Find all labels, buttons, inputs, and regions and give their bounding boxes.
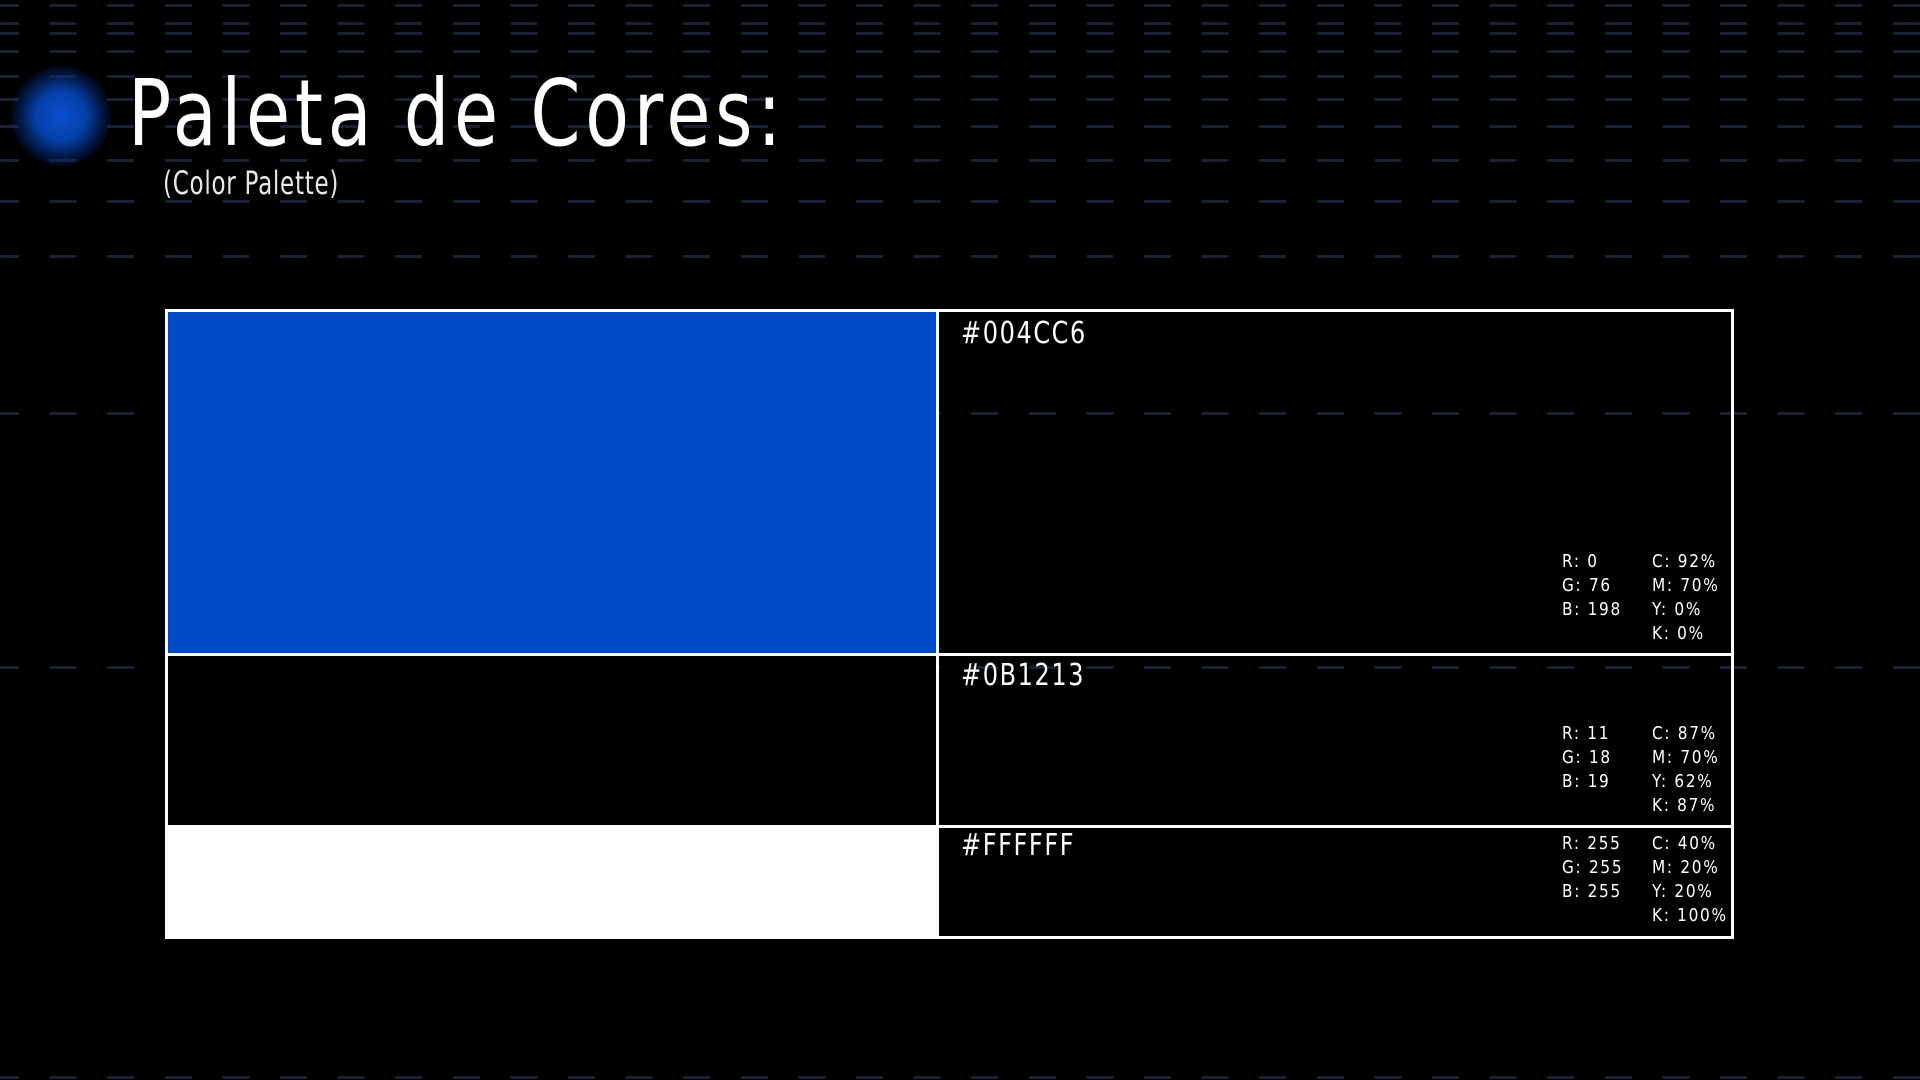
cmyk-c: C: 87%: [1652, 723, 1717, 744]
color-swatch: [168, 828, 939, 936]
hex-code: #FFFFFF: [961, 828, 1076, 863]
cmyk-k: K: 87%: [1652, 795, 1717, 816]
cmyk-m: M: 20%: [1652, 857, 1720, 878]
cmyk-y: Y: 20%: [1652, 881, 1714, 902]
color-row-blue: #004CC6 R: 0 G: 76 B: 198 C: 92% M: 70% …: [168, 312, 1731, 653]
rgb-g: G: 76: [1562, 575, 1612, 596]
color-swatch: [168, 656, 939, 825]
hex-code: #004CC6: [961, 316, 1087, 351]
cmyk-values: C: 92% M: 70% Y: 0% K: 0%: [1652, 550, 1719, 646]
divider: [168, 653, 1731, 656]
cmyk-m: M: 70%: [1652, 747, 1720, 768]
color-row-white: #FFFFFF R: 255 G: 255 B: 255 C: 40% M: 2…: [168, 828, 1731, 936]
rgb-g: G: 255: [1562, 857, 1624, 878]
cmyk-y: Y: 62%: [1652, 771, 1714, 792]
cmyk-k: K: 100%: [1652, 905, 1728, 926]
page-title: Paleta de Cores:: [128, 60, 787, 167]
color-row-dark: #0B1213 R: 11 G: 18 B: 19 C: 87% M: 70% …: [168, 656, 1731, 825]
color-palette-table: #004CC6 R: 0 G: 76 B: 198 C: 92% M: 70% …: [165, 309, 1734, 939]
color-swatch: [168, 312, 939, 653]
cmyk-k: K: 0%: [1652, 623, 1705, 644]
page-subtitle: (Color Palette): [163, 164, 340, 202]
rgb-values: R: 0 G: 76 B: 198: [1562, 550, 1622, 622]
rgb-b: B: 198: [1562, 599, 1622, 620]
divider: [168, 825, 1731, 828]
cmyk-m: M: 70%: [1652, 575, 1720, 596]
rgb-values: R: 11 G: 18 B: 19: [1562, 722, 1612, 794]
cmyk-c: C: 40%: [1652, 833, 1717, 854]
hex-code: #0B1213: [961, 658, 1086, 693]
rgb-b: B: 19: [1562, 771, 1611, 792]
cmyk-c: C: 92%: [1652, 551, 1717, 572]
rgb-r: R: 11: [1562, 723, 1611, 744]
cmyk-values: C: 87% M: 70% Y: 62% K: 87%: [1652, 722, 1719, 818]
rgb-g: G: 18: [1562, 747, 1612, 768]
blue-glow-decoration: [11, 66, 111, 166]
rgb-values: R: 255 G: 255 B: 255: [1562, 832, 1623, 904]
rgb-b: B: 255: [1562, 881, 1622, 902]
rgb-r: R: 0: [1562, 551, 1599, 572]
rgb-r: R: 255: [1562, 833, 1622, 854]
cmyk-values: C: 40% M: 20% Y: 20% K: 100%: [1652, 832, 1728, 928]
cmyk-y: Y: 0%: [1652, 599, 1703, 620]
